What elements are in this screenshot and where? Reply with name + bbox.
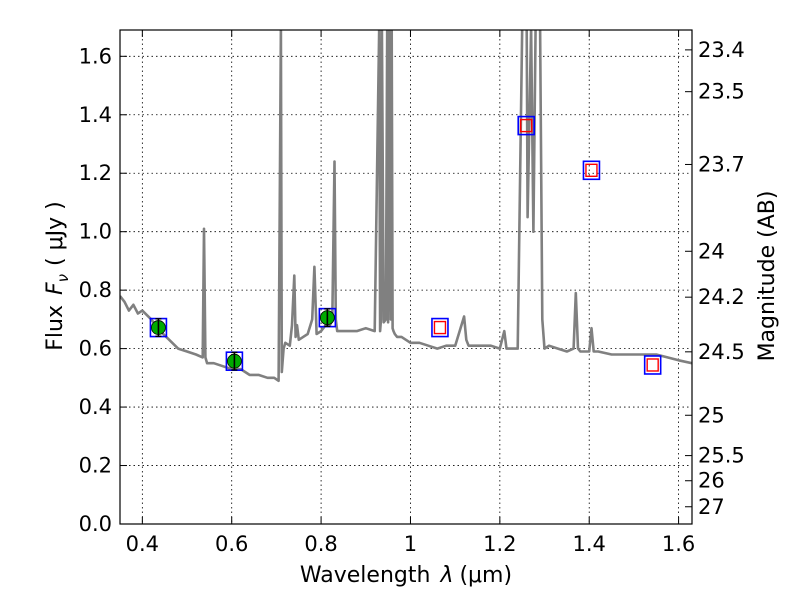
- x-tick-label: 1.6: [662, 532, 695, 556]
- ticks-layer: 0.4 0.6 0.8 1 1.2 1.4 1.6 0.0 0.2 0.4 0.6 0.8 1.0 1.2…: [79, 30, 745, 556]
- y-tick-label: 0.8: [79, 278, 112, 302]
- photometry-frame-square: [517, 115, 536, 136]
- model-flux-point: [646, 358, 659, 372]
- y2-tick-label: 23.5: [698, 80, 745, 104]
- photometry-frame-square: [643, 355, 662, 375]
- x-tick-label: 0.4: [126, 532, 159, 556]
- y-tick-label: 1.2: [79, 161, 112, 185]
- model-spectrum-line: [120, 30, 692, 383]
- x-axis-symbol: λ: [439, 563, 453, 588]
- model-flux-point: [520, 118, 533, 133]
- x-tick-label: 0.8: [304, 532, 337, 556]
- y-tick-label: 0.6: [79, 337, 112, 361]
- y-axis-unit: ( μJy ): [43, 201, 68, 266]
- model-spectrum-layer: [120, 30, 692, 383]
- x-tick-label: 0.6: [215, 532, 248, 556]
- y-tick-label: 1.4: [79, 103, 112, 127]
- x-tick-label: 1.2: [483, 532, 516, 556]
- photometry-frame-square: [582, 160, 601, 181]
- model-flux-point: [585, 163, 598, 178]
- photometry-points-layer: [149, 115, 662, 375]
- y-axis-title: Flux Fν ( μJy ): [43, 201, 72, 350]
- y-tick-label: 0.0: [79, 512, 112, 536]
- y2-tick-label: 23.4: [698, 38, 745, 62]
- x-axis-title: Wavelength λ (μm): [300, 563, 512, 588]
- y-tick-label: 0.2: [79, 454, 112, 478]
- y-tick-label: 1.0: [79, 220, 112, 244]
- x-axis-label: Wavelength: [300, 563, 431, 588]
- y-axis-symbol: F: [43, 282, 68, 295]
- y2-tick-label: 24: [698, 239, 725, 263]
- y2-axis-title: Magnitude (AB): [755, 191, 780, 362]
- y-axis-label: Flux: [43, 305, 68, 351]
- y-tick-label: 1.6: [79, 44, 112, 68]
- model-flux-point: [433, 320, 447, 335]
- y2-tick-label: 25.5: [698, 444, 745, 468]
- y2-tick-label: 24.5: [698, 340, 745, 364]
- plot-frame: [119, 29, 693, 525]
- y2-tick-label: 24.2: [698, 285, 745, 309]
- y-tick-label: 0.4: [79, 395, 112, 419]
- y2-tick-label: 27: [698, 495, 725, 519]
- x-axis-unit: (μm): [459, 563, 512, 588]
- y2-tick-label: 25: [698, 403, 725, 427]
- y2-tick-label: 23.7: [698, 152, 745, 176]
- x-tick-label: 1: [404, 532, 417, 556]
- y2-tick-label: 26: [698, 469, 725, 493]
- x-tick-label: 1.4: [573, 532, 606, 556]
- y-axis-subscript: ν: [54, 274, 72, 282]
- photometry-frame-square: [431, 317, 449, 338]
